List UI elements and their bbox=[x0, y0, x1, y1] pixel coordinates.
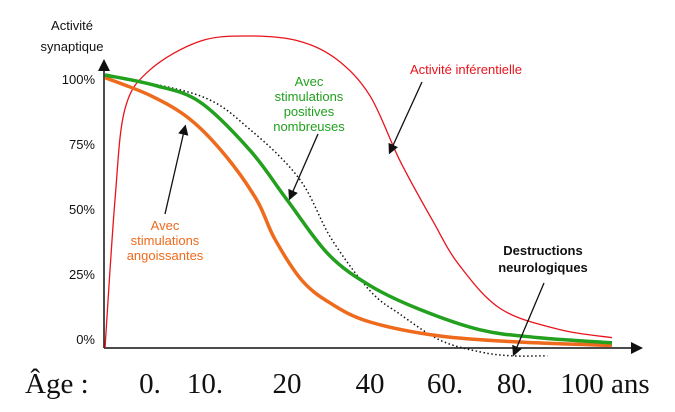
annotation-label: Activité inférentielle bbox=[410, 62, 522, 77]
series-line-2 bbox=[104, 75, 613, 348]
annotation-label: Destructions neurologiques bbox=[498, 243, 588, 275]
annotation-line: stimulations bbox=[131, 233, 200, 248]
annotation-line: positives bbox=[284, 104, 335, 119]
y-tick-label: 25% bbox=[69, 267, 95, 282]
x-tick-label: 40 bbox=[356, 368, 385, 400]
annotation-line: Activité inférentielle bbox=[410, 62, 522, 77]
annotation-arrow bbox=[288, 133, 319, 201]
axes: Activité synaptique Âge : bbox=[25, 18, 643, 400]
annotation-label: Avec stimulations positives nombreuses bbox=[273, 74, 345, 134]
y-tick-label: 50% bbox=[69, 202, 95, 217]
annotation-line: stimulations bbox=[275, 89, 344, 104]
x-tick-label: 20 bbox=[273, 368, 302, 400]
series-line-1 bbox=[104, 73, 613, 345]
annotation-label: Avec stimulations angoissantes bbox=[127, 218, 204, 263]
x-tick-label: 60. bbox=[427, 368, 463, 400]
annotation-line: neurologiques bbox=[498, 260, 588, 275]
y-tick-label: 100% bbox=[62, 72, 96, 87]
annotation-arrow bbox=[388, 81, 423, 155]
y-tick-label: 0% bbox=[76, 332, 95, 347]
annotation-arrow bbox=[512, 282, 545, 357]
x-tick-label: 100 ans bbox=[560, 368, 649, 400]
annotation-line: nombreuses bbox=[273, 119, 345, 134]
y-axis-label-line1: Activité bbox=[51, 18, 93, 33]
x-tick-label: 10. bbox=[187, 368, 223, 400]
x-tick-label: 80. bbox=[497, 368, 533, 400]
y-tick-label: 75% bbox=[69, 137, 95, 152]
annotation-line: Destructions bbox=[503, 243, 582, 258]
y-axis-label-line2: synaptique bbox=[41, 39, 104, 54]
x-axis-label: Âge : bbox=[25, 367, 89, 400]
annotation-line: Avec bbox=[151, 218, 180, 233]
series-line-3 bbox=[104, 74, 548, 357]
annotation-line: Avec bbox=[295, 74, 324, 89]
x-tick-label: 0. bbox=[139, 368, 161, 400]
series-line-0 bbox=[104, 35, 613, 349]
annotation-arrow bbox=[164, 124, 189, 215]
annotation-line: angoissantes bbox=[127, 248, 204, 263]
